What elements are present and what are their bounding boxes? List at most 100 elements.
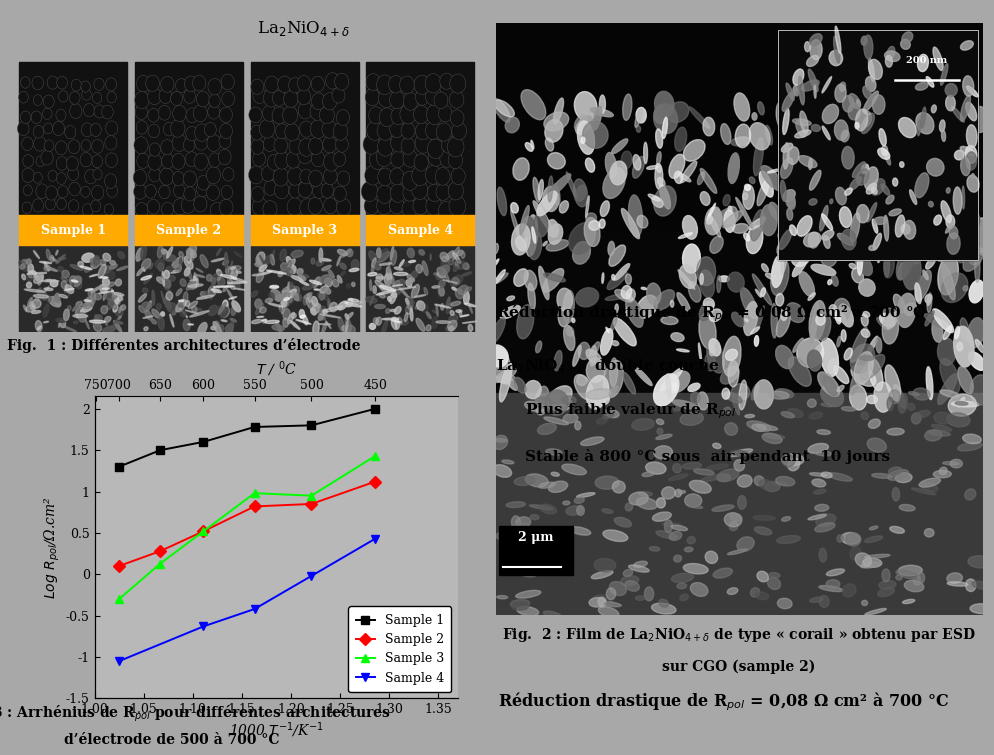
Circle shape [91, 186, 103, 200]
Ellipse shape [794, 152, 802, 177]
Ellipse shape [144, 327, 148, 331]
Ellipse shape [418, 250, 424, 255]
Ellipse shape [814, 451, 831, 456]
Ellipse shape [222, 300, 228, 311]
Circle shape [391, 151, 405, 168]
Ellipse shape [593, 559, 615, 572]
Circle shape [377, 122, 393, 140]
Ellipse shape [827, 359, 838, 374]
Text: La$_2$NiO$_{4+\delta}$  double couche: La$_2$NiO$_{4+\delta}$ double couche [495, 357, 719, 375]
Ellipse shape [863, 35, 872, 59]
Ellipse shape [299, 281, 308, 285]
Ellipse shape [463, 303, 475, 307]
Ellipse shape [325, 288, 330, 294]
Circle shape [48, 171, 57, 181]
Circle shape [159, 88, 172, 103]
Ellipse shape [946, 582, 967, 586]
Ellipse shape [254, 263, 267, 267]
Ellipse shape [607, 242, 614, 256]
Ellipse shape [412, 285, 418, 298]
Ellipse shape [106, 298, 116, 310]
Ellipse shape [743, 301, 757, 335]
Ellipse shape [856, 100, 860, 106]
Text: Stable à 800 °C sous  air pendant  10 jours: Stable à 800 °C sous air pendant 10 jour… [525, 449, 890, 464]
Ellipse shape [602, 413, 613, 419]
Ellipse shape [724, 423, 737, 436]
Ellipse shape [406, 306, 412, 314]
Ellipse shape [752, 137, 762, 176]
Ellipse shape [929, 125, 937, 144]
Ellipse shape [208, 287, 216, 296]
Ellipse shape [512, 158, 529, 180]
Ellipse shape [756, 180, 768, 205]
Ellipse shape [791, 258, 806, 276]
Ellipse shape [293, 321, 295, 328]
Ellipse shape [790, 127, 809, 137]
Ellipse shape [821, 126, 829, 140]
Ellipse shape [870, 179, 884, 196]
Ellipse shape [820, 212, 824, 219]
Ellipse shape [141, 259, 151, 270]
Ellipse shape [780, 411, 793, 418]
Ellipse shape [654, 164, 662, 190]
Ellipse shape [952, 187, 961, 214]
Ellipse shape [59, 322, 60, 328]
Text: d’électrode de 500 à 700 °C: d’électrode de 500 à 700 °C [65, 733, 279, 747]
Ellipse shape [345, 314, 349, 319]
Circle shape [412, 165, 428, 186]
Ellipse shape [653, 445, 672, 459]
Ellipse shape [829, 183, 841, 196]
Ellipse shape [861, 164, 868, 174]
Ellipse shape [672, 383, 676, 390]
Ellipse shape [809, 85, 822, 109]
Sample 2 [248, 502, 260, 511]
Ellipse shape [524, 402, 545, 411]
Circle shape [173, 199, 187, 215]
Ellipse shape [950, 106, 963, 122]
Ellipse shape [348, 299, 359, 302]
Ellipse shape [89, 320, 105, 323]
Ellipse shape [557, 288, 572, 311]
Ellipse shape [329, 303, 337, 312]
Ellipse shape [530, 515, 539, 519]
Ellipse shape [576, 288, 598, 307]
Circle shape [365, 88, 379, 106]
Bar [135, 215, 243, 245]
Circle shape [222, 91, 235, 106]
Circle shape [259, 119, 274, 138]
Ellipse shape [287, 313, 294, 324]
Ellipse shape [186, 245, 196, 258]
Ellipse shape [394, 307, 401, 314]
Ellipse shape [495, 531, 517, 540]
Circle shape [70, 91, 80, 104]
Ellipse shape [688, 504, 702, 509]
Ellipse shape [735, 124, 749, 148]
Ellipse shape [28, 297, 32, 305]
Circle shape [220, 123, 233, 139]
Ellipse shape [787, 458, 799, 471]
Ellipse shape [885, 55, 892, 67]
Ellipse shape [743, 185, 753, 209]
Ellipse shape [283, 304, 288, 308]
Ellipse shape [666, 374, 670, 399]
Ellipse shape [659, 185, 670, 209]
Circle shape [206, 167, 221, 183]
Circle shape [207, 134, 221, 152]
Ellipse shape [390, 310, 396, 312]
Ellipse shape [882, 313, 898, 344]
Ellipse shape [746, 421, 770, 431]
Circle shape [390, 168, 404, 185]
Ellipse shape [168, 276, 175, 282]
Ellipse shape [47, 296, 51, 303]
Ellipse shape [662, 117, 667, 138]
Ellipse shape [71, 264, 83, 270]
Ellipse shape [856, 205, 868, 223]
Ellipse shape [214, 286, 235, 288]
Ellipse shape [231, 305, 237, 316]
Ellipse shape [373, 318, 378, 324]
Text: Réduction drastique de R$_{pol}$ = 0,08 Ω cm² à 700 °C: Réduction drastique de R$_{pol}$ = 0,08 … [497, 690, 948, 713]
Ellipse shape [633, 561, 647, 567]
Ellipse shape [566, 506, 581, 515]
Ellipse shape [643, 142, 647, 164]
Ellipse shape [927, 202, 932, 207]
